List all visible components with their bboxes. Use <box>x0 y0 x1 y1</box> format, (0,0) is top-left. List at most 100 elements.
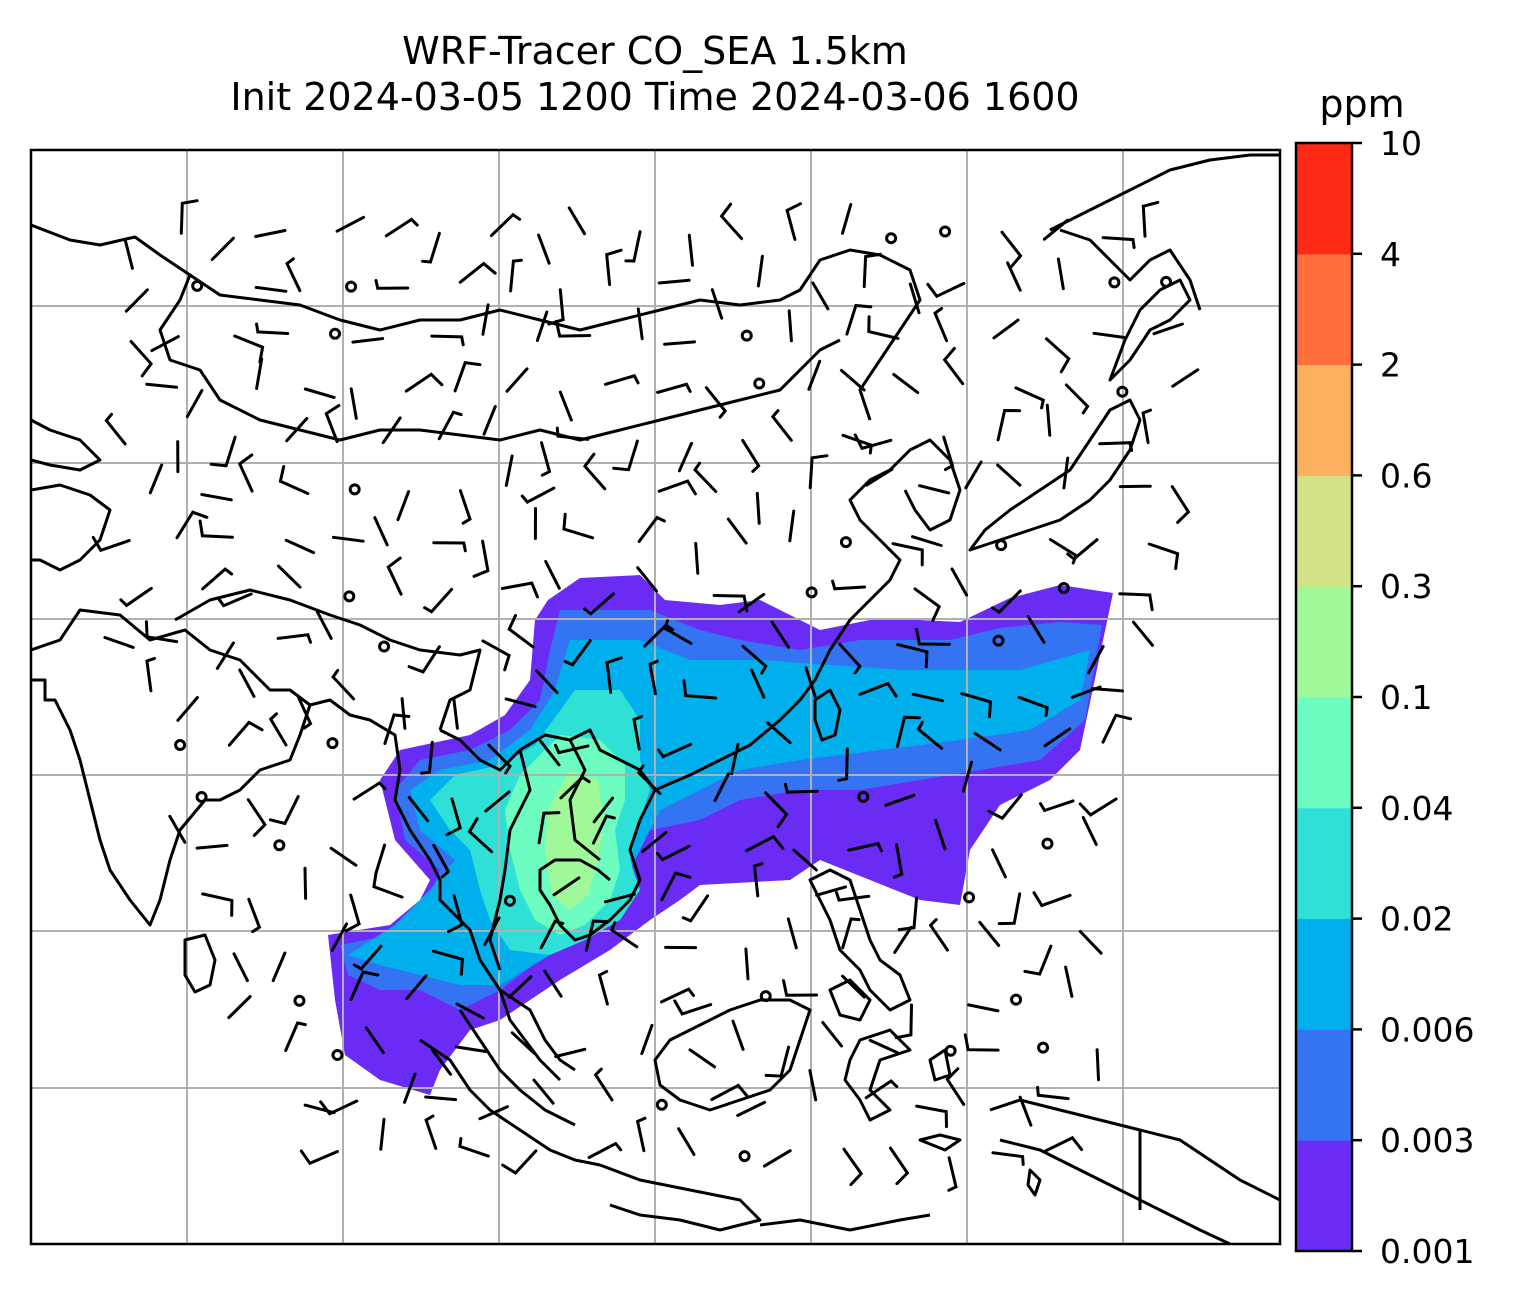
wind-barb <box>233 334 265 364</box>
wind-barb <box>693 461 718 493</box>
calm-marker <box>805 586 818 599</box>
colorbar-tick-label: 0.001 <box>1380 1232 1474 1271</box>
wind-barb <box>845 303 873 336</box>
wind-barb <box>604 374 640 386</box>
wind-barb <box>1056 257 1065 291</box>
wind-barb <box>973 731 1002 752</box>
wind-barb <box>792 848 818 872</box>
wind-barb <box>582 452 607 491</box>
wind-barb <box>567 206 586 236</box>
wind-barb <box>210 236 235 261</box>
wind-barb <box>897 896 919 932</box>
wind-barb <box>552 876 581 897</box>
wind-barb <box>1141 200 1160 238</box>
wind-barb <box>926 281 966 299</box>
colorbar-segment <box>1296 364 1352 476</box>
wind-barb <box>837 747 849 782</box>
wind-barb <box>807 359 822 391</box>
wind-barb <box>942 435 955 472</box>
wind-barb <box>364 1026 385 1054</box>
wind-barb <box>458 489 472 525</box>
calm-wind-markers <box>174 225 1173 1163</box>
wind-barb <box>537 233 551 265</box>
calm-marker <box>753 377 766 390</box>
wind-barb <box>991 848 1007 879</box>
wind-barb <box>403 1072 417 1104</box>
wind-barb <box>500 581 539 599</box>
wind-barb <box>915 1104 948 1129</box>
wind-barb <box>1098 441 1134 452</box>
wind-barb <box>730 742 740 776</box>
wind-barb <box>1043 727 1072 748</box>
wind-barb <box>916 720 944 750</box>
wind-barb <box>787 309 793 343</box>
colorbar-tick-label: 4 <box>1380 235 1401 274</box>
wind-barb <box>1101 236 1136 249</box>
wind-barb <box>928 918 949 952</box>
wind-barb <box>1171 368 1200 388</box>
wind-barb <box>657 278 691 285</box>
wind-barb <box>384 217 419 238</box>
wind-barb <box>1091 687 1124 693</box>
wind-barb <box>893 925 913 954</box>
wind-barb <box>1014 386 1046 410</box>
wind-barb <box>483 916 501 946</box>
calm-marker <box>191 279 204 292</box>
wind-barb <box>858 681 898 698</box>
wind-barb <box>1141 408 1152 445</box>
wind-barb <box>960 692 993 719</box>
wind-barb <box>454 1045 488 1053</box>
wind-barb <box>764 791 789 829</box>
wind-barb <box>934 818 947 851</box>
colorbar-tick-label: 0.3 <box>1380 567 1432 606</box>
wind-barb <box>168 814 187 844</box>
wind-barb <box>432 843 451 879</box>
calm-marker <box>1010 993 1023 1006</box>
wind-barb <box>430 334 465 347</box>
wind-barb <box>405 974 428 1001</box>
wind-barb <box>540 441 552 477</box>
wind-barb <box>535 310 549 342</box>
calm-marker <box>326 737 339 750</box>
wind-barb <box>198 519 234 539</box>
wind-barb <box>991 1151 1025 1166</box>
calm-marker <box>992 634 1005 647</box>
wind-barb <box>217 592 253 608</box>
wind-barb <box>786 917 798 950</box>
wind-barb <box>148 463 164 495</box>
calm-marker <box>944 1044 957 1057</box>
wind-barb <box>641 831 668 853</box>
wind-barb <box>507 614 535 649</box>
title-line-1: WRF-Tracer CO_SEA 1.5km <box>402 29 908 73</box>
calm-marker <box>939 225 952 238</box>
wind-barb <box>478 1105 509 1121</box>
wind-barb <box>209 435 237 468</box>
wind-barb <box>867 315 900 340</box>
wind-barb <box>119 586 153 608</box>
wind-barb <box>997 892 1022 926</box>
colorbar-segment <box>1296 586 1352 698</box>
wind-barb <box>688 1048 717 1069</box>
wind-barb <box>770 409 793 442</box>
wind-barb <box>227 995 252 1020</box>
wind-barb <box>782 979 819 997</box>
wind-barb <box>713 772 730 803</box>
wind-barb <box>752 862 764 898</box>
wind-barb <box>1044 337 1071 374</box>
wind-barb <box>736 1100 767 1117</box>
calm-marker <box>329 327 342 340</box>
wind-barb <box>640 1023 654 1056</box>
colorbar-unit-label: ppm <box>1319 82 1404 126</box>
wind-barb <box>945 1067 966 1106</box>
wind-barb <box>268 795 300 826</box>
wind-barb <box>687 233 694 267</box>
wind-barb <box>227 720 264 747</box>
wind-barb <box>150 335 180 353</box>
wind-barb <box>915 627 951 646</box>
wind-barb <box>592 814 616 845</box>
wind-barb <box>407 795 430 823</box>
wind-barb <box>991 589 1022 615</box>
coastlines-and-borders <box>31 153 1280 1244</box>
wind-barb <box>445 797 462 837</box>
wind-barb <box>554 1047 587 1058</box>
